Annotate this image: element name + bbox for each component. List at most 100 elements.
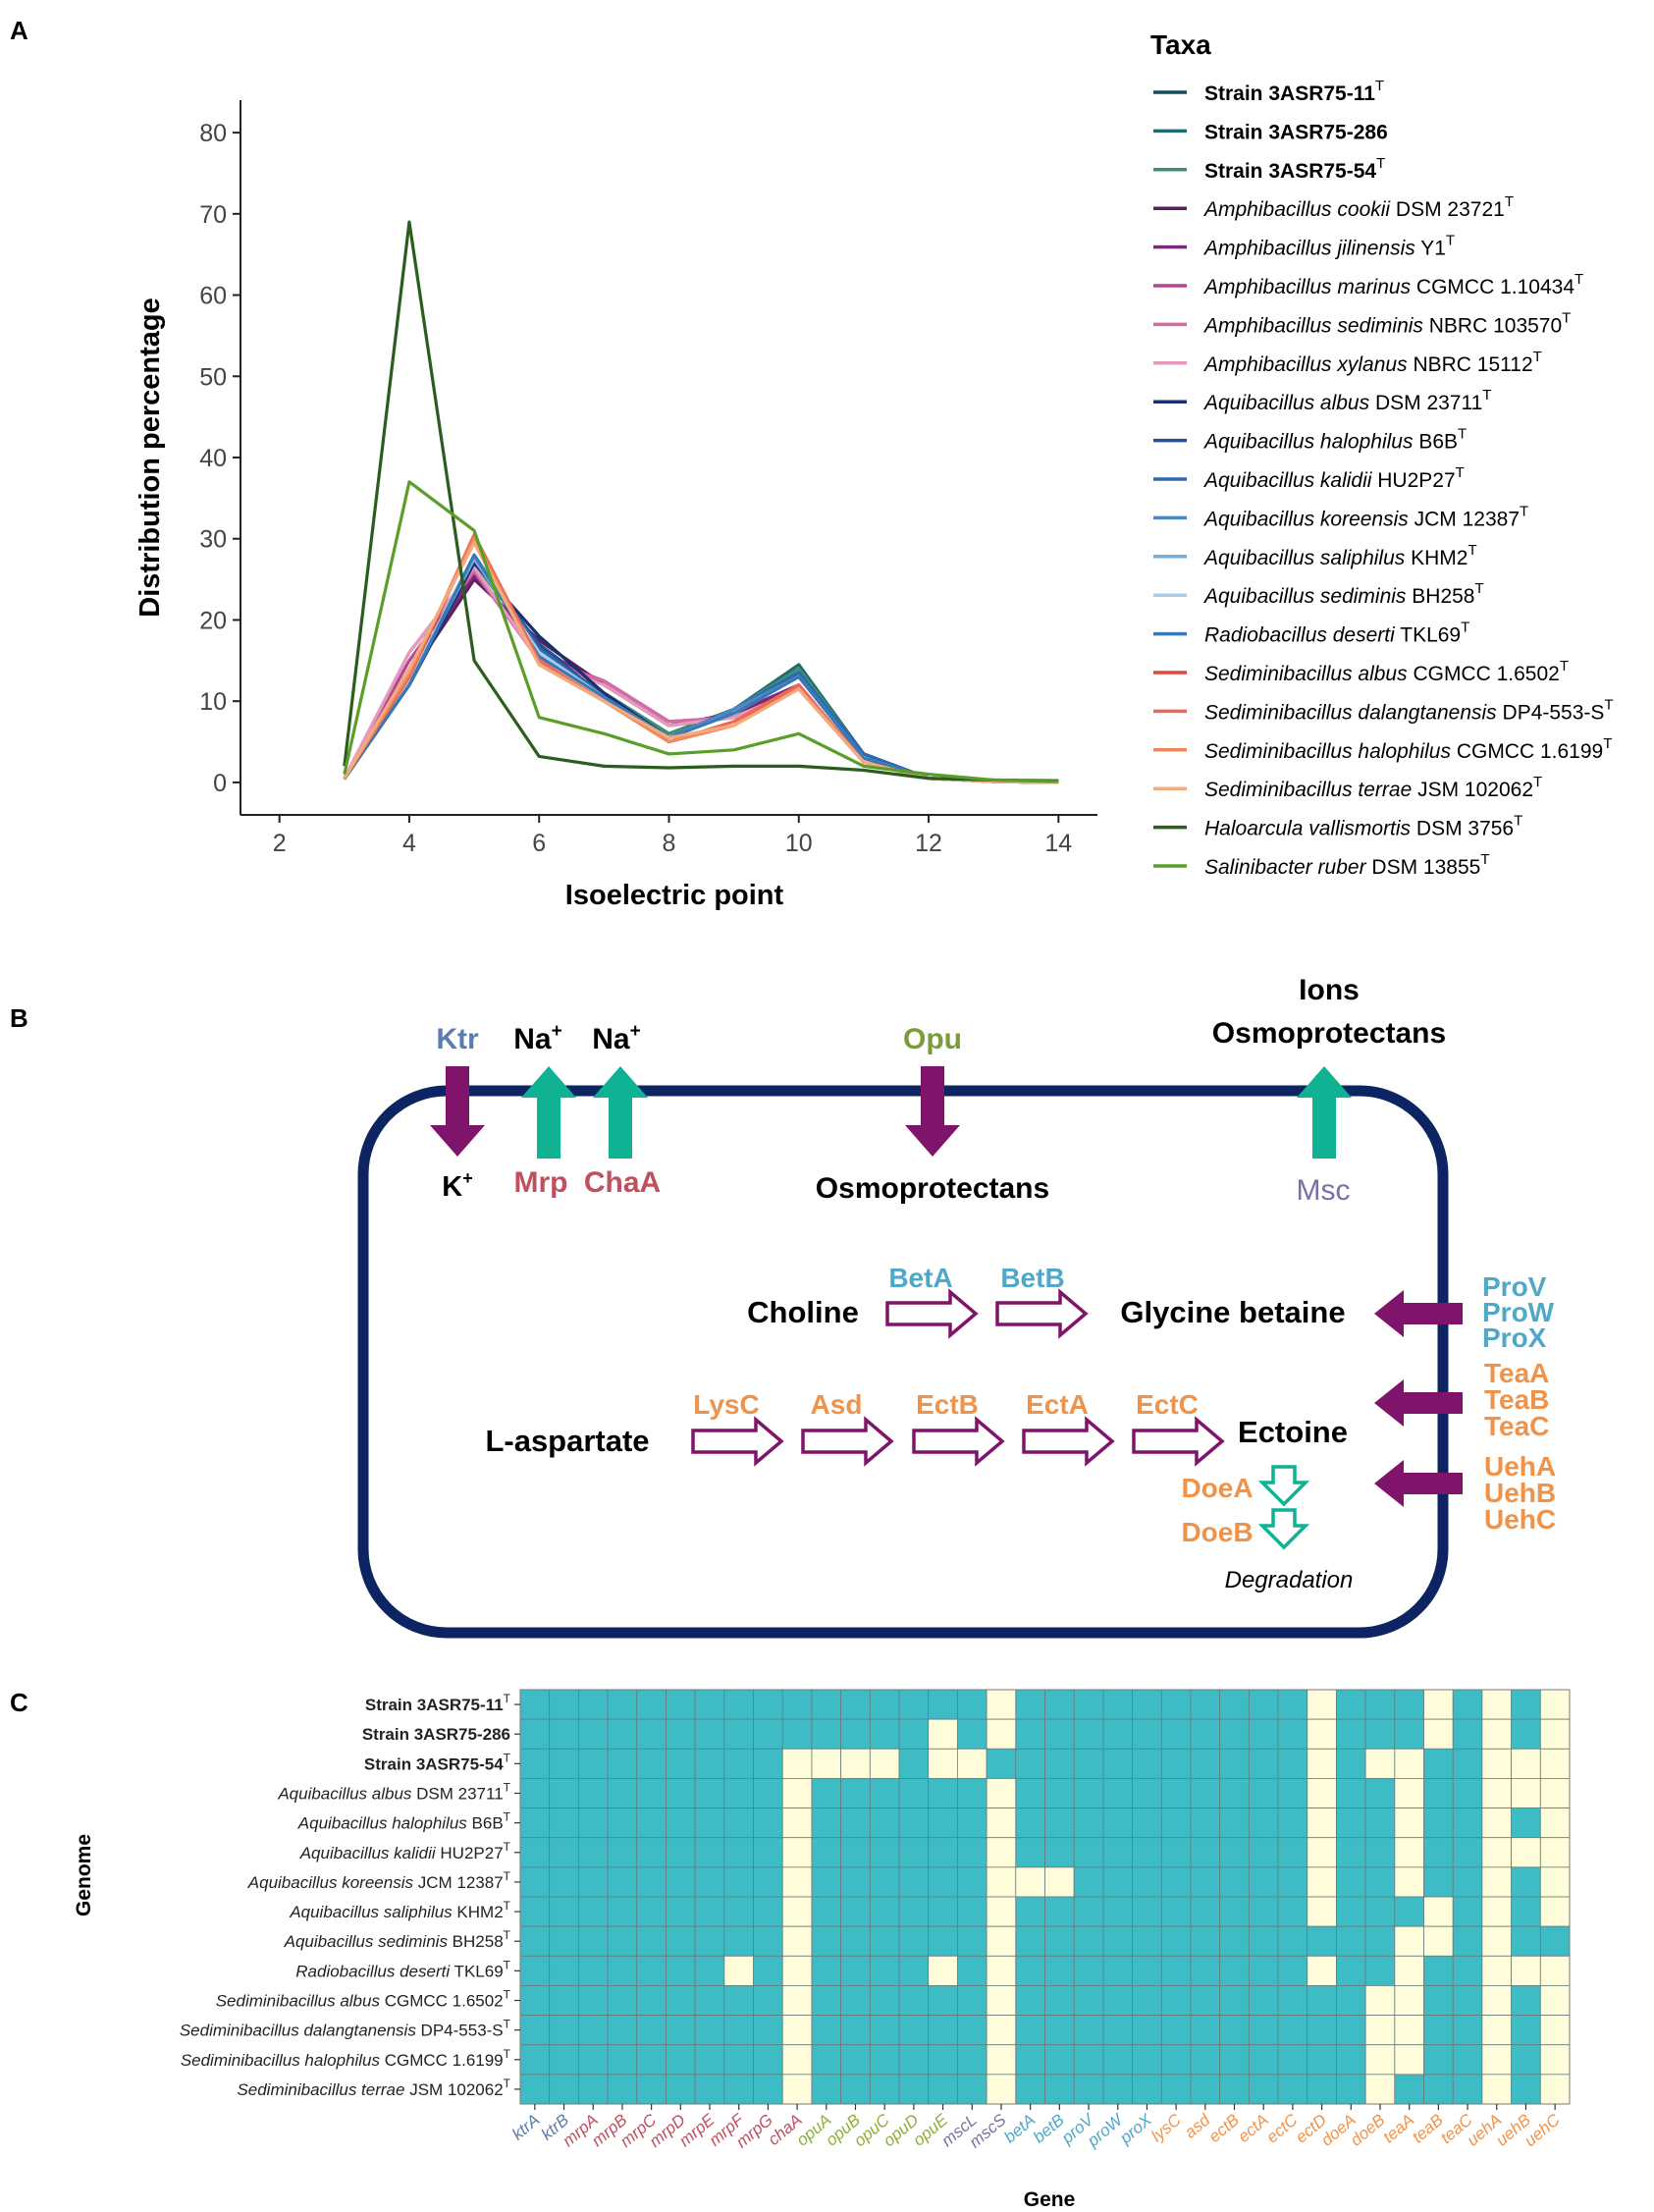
heat-cell: [1248, 2044, 1279, 2076]
heat-cell: [607, 2015, 638, 2046]
heat-cell: [519, 1778, 551, 1808]
heat-cell: [1336, 1718, 1366, 1750]
legend-item-sediminibacillus-halophilus: Sediminibacillus halophilus CGMCC 1.6199…: [1204, 735, 1612, 763]
heat-cell: [1015, 1807, 1045, 1839]
heat-cell: [811, 1807, 842, 1839]
heat-cell: [1511, 1955, 1541, 1986]
series-line-aquibacillus-saliphilus: [343, 557, 1059, 784]
heat-cell: [723, 1778, 754, 1808]
heat-cell: [549, 1866, 579, 1898]
heat-cell: [1511, 1778, 1541, 1808]
heat-cell: [1364, 1837, 1396, 1868]
heat-cell: [1364, 1925, 1396, 1957]
heat-cell: [1452, 1718, 1483, 1750]
heat-cell: [1277, 1689, 1308, 1720]
heat-cell: [1336, 1689, 1366, 1720]
legend: Taxa Strain 3ASR75-11T Strain 3ASR75-286 S…: [1150, 29, 1614, 879]
heat-cell: [636, 1748, 667, 1779]
heat-cell: [607, 1955, 638, 1986]
heat-cell: [1307, 2074, 1337, 2105]
heat-cell: [1511, 1689, 1541, 1720]
heat-cell: [1132, 1778, 1162, 1808]
gene-label-lysc: lysC: [1147, 2110, 1185, 2145]
heat-cell: [636, 1925, 667, 1957]
doea-label: DoeA: [1181, 1473, 1253, 1503]
heat-cell: [753, 1689, 783, 1720]
heat-cell: [898, 1925, 930, 1957]
heat-cell: [577, 1807, 609, 1839]
heat-cell: [577, 2015, 609, 2046]
heat-cell: [1044, 1866, 1075, 1898]
heat-cell: [1248, 1925, 1279, 1957]
legend-item-radiobacillus-deserti: Radiobacillus deserti TKL69T: [1204, 620, 1469, 647]
lysc-arrow: [691, 1416, 784, 1467]
heat-cell: [957, 1896, 987, 1927]
heat-cell: [957, 1689, 987, 1720]
heat-cell: [1364, 2015, 1396, 2046]
doeb-arrow: [1257, 1508, 1310, 1550]
heat-cell: [519, 1689, 551, 1720]
heat-cell: [1132, 2074, 1162, 2105]
heat-cell: [1102, 1778, 1133, 1808]
heat-cell: [1277, 1985, 1308, 2016]
na-label-1: Na+: [513, 1021, 561, 1055]
heat-cell: [1277, 2044, 1308, 2076]
heat-cell: [1160, 1718, 1192, 1750]
heat-cell: [723, 1807, 754, 1839]
heat-cell: [986, 2044, 1017, 2076]
heat-cell: [869, 1955, 900, 1986]
heat-cell: [549, 2015, 579, 2046]
heat-cell: [1539, 1748, 1571, 1779]
heat-cell: [1336, 1896, 1366, 1927]
legend-item-strain-3asr75-286: Strain 3ASR75-286: [1204, 121, 1388, 143]
heat-cell: [1102, 1807, 1133, 1839]
heat-cell: [840, 1837, 871, 1868]
heat-cell: [957, 1807, 987, 1839]
heat-cell: [1452, 2074, 1483, 2105]
heat-cell: [1539, 1778, 1571, 1808]
heat-cell: [753, 1837, 783, 1868]
heat-cell: [928, 1955, 958, 1986]
heat-cell: [1511, 1925, 1541, 1957]
heat-cell: [869, 1807, 900, 1839]
heat-cell: [986, 1985, 1017, 2016]
genome-label-strain-3asr75-286: Strain 3ASR75-286: [362, 1725, 510, 1744]
heat-cell: [1452, 1837, 1483, 1868]
heat-cell: [1190, 2074, 1221, 2105]
genome-label-aquibacillus-saliphilus: Aquibacillus saliphilus KHM2T: [289, 1899, 510, 1921]
heat-cell: [986, 1837, 1017, 1868]
heat-cell: [1336, 2015, 1366, 2046]
heat-cell: [1277, 1807, 1308, 1839]
heat-cell: [1394, 2074, 1424, 2105]
legend-item-aquibacillus-saliphilus: Aquibacillus saliphilus KHM2T: [1202, 542, 1477, 569]
pro-importer-arrow: [1374, 1290, 1463, 1337]
heat-cell: [840, 1955, 871, 1986]
heat-cell: [898, 1807, 930, 1839]
heat-cell: [1336, 1985, 1366, 2016]
heat-cell: [1073, 1807, 1104, 1839]
heat-cell: [1190, 1837, 1221, 1868]
heat-cell: [957, 1866, 987, 1898]
heat-cell: [1481, 2074, 1513, 2105]
heat-cell: [1423, 2015, 1454, 2046]
heat-cell: [1248, 1985, 1279, 2016]
heat-cell: [1307, 2044, 1337, 2076]
heat-cell: [781, 1748, 813, 1779]
heat-cell: [1364, 1778, 1396, 1808]
x-tick-label: 14: [1044, 830, 1072, 857]
heat-cell: [1511, 1748, 1541, 1779]
heat-cell: [607, 1866, 638, 1898]
heat-cell: [811, 1866, 842, 1898]
heat-cell: [1132, 1718, 1162, 1750]
heat-cell: [1015, 1689, 1045, 1720]
heat-cell: [957, 2044, 987, 2076]
heat-cell: [1248, 1778, 1279, 1808]
heat-cell: [666, 1689, 696, 1720]
doeb-label: DoeB: [1181, 1517, 1253, 1547]
heat-cell: [549, 1778, 579, 1808]
heat-cell: [1073, 2044, 1104, 2076]
heat-cell: [1073, 1748, 1104, 1779]
heat-cell: [1132, 1866, 1162, 1898]
heat-cell: [1073, 1837, 1104, 1868]
heat-cell: [1511, 2015, 1541, 2046]
